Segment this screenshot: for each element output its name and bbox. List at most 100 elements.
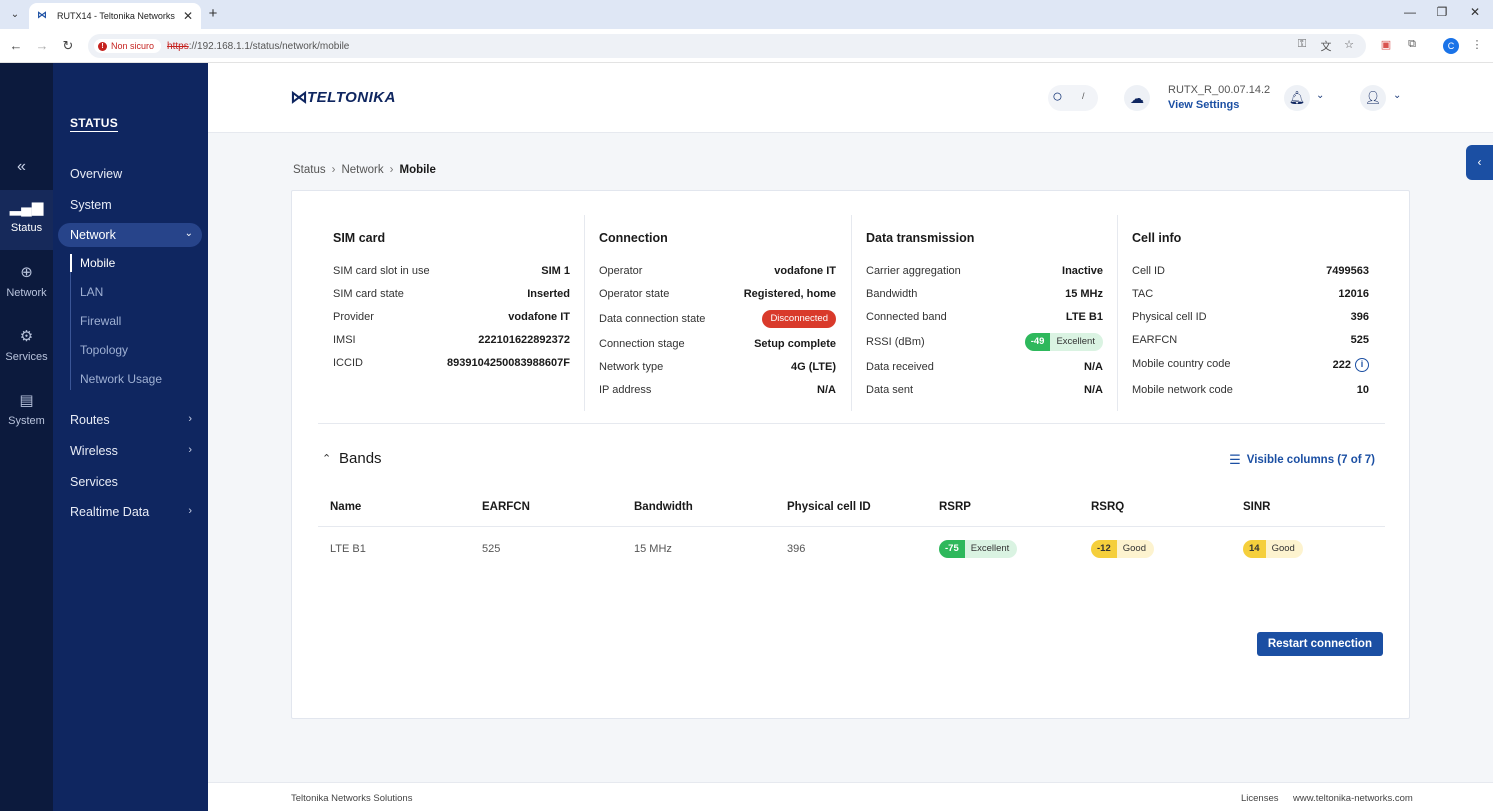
table-row: LTE B1 525 15 MHz 396 -75 Excellent -12 Go… — [318, 527, 1385, 571]
bookmark-star-icon[interactable]: ☆ — [1344, 39, 1354, 51]
column-header-pci[interactable]: Physical cell ID — [787, 501, 871, 513]
subnav-item-lan[interactable]: LAN — [80, 285, 104, 299]
column-header-rsrq[interactable]: RSRQ — [1091, 501, 1125, 513]
icon-rail: « ▂▄▆ Status ⊕ Network ⚙ Services ▤ Syst… — [0, 63, 53, 811]
collapse-bands-chevron-up-icon[interactable]: ⌃ — [322, 453, 332, 465]
sidebar-item-services[interactable]: Services — [70, 475, 118, 489]
footer: Teltonika Networks Solutions Licenses ww… — [208, 782, 1493, 811]
new-tab-icon[interactable]: + — [208, 5, 218, 22]
chevron-right-icon: › — [188, 505, 192, 517]
section-divider — [318, 423, 1385, 424]
info-key: ICCID — [333, 357, 363, 369]
chevron-down-icon[interactable]: ⌄ — [1316, 90, 1325, 101]
info-key: IMSI — [333, 334, 356, 346]
info-value: LTE B1 — [1065, 311, 1103, 323]
back-icon[interactable]: ← — [9, 38, 23, 53]
info-key: TAC — [1132, 288, 1154, 300]
info-icon[interactable]: i — [1355, 358, 1369, 372]
sidebar-item-routes[interactable]: Routes › — [70, 413, 200, 427]
browser-menu-icon[interactable]: ⋮ — [1471, 39, 1483, 51]
collapse-sidebar-icon[interactable]: « — [17, 158, 26, 175]
browser-tab-bar: ⌄ ⋈ RUTX14 - Teltonika Networks ✕ + — ❐ … — [0, 0, 1493, 29]
info-key: Mobile country code — [1132, 358, 1231, 370]
restore-icon[interactable]: ❐ — [1436, 5, 1448, 19]
sidebar-item-system[interactable]: System — [70, 198, 112, 212]
subnav-item-topology[interactable]: Topology — [80, 343, 129, 357]
reload-icon[interactable]: ↻ — [62, 38, 74, 53]
subnav-item-network-usage[interactable]: Network Usage — [80, 372, 163, 386]
website-link[interactable]: www.teltonika-networks.com — [1293, 793, 1413, 804]
info-key: SIM card slot in use — [333, 265, 430, 277]
cell-rsrq: -12 Good — [1091, 540, 1154, 558]
view-settings-link[interactable]: View Settings — [1168, 99, 1240, 111]
info-value: 4G (LTE) — [790, 361, 836, 373]
info-key: SIM card state — [333, 288, 404, 300]
bands-title[interactable]: Bands — [339, 450, 382, 467]
security-indicator[interactable]: ! Non sicuro — [94, 39, 162, 53]
breadcrumb-status[interactable]: Status — [293, 164, 326, 176]
quality-value: -12 — [1091, 540, 1117, 558]
teltonika-logo[interactable]: ⋈ TELTONIKA — [290, 87, 396, 108]
subnav-item-mobile[interactable]: Mobile — [80, 256, 116, 270]
chevron-right-icon: › — [331, 164, 336, 176]
info-key: Data connection state — [599, 313, 706, 325]
key-icon[interactable]: ⚿ — [1297, 38, 1307, 50]
chevron-right-icon: › — [188, 444, 192, 456]
forward-icon[interactable]: → — [35, 38, 49, 53]
open-panel-chevron-left-icon[interactable]: ‹ — [1466, 145, 1493, 180]
user-settings-icon[interactable]: 👤︎ — [1360, 85, 1386, 111]
column-header-name[interactable]: Name — [330, 501, 362, 513]
info-key: Connection stage — [599, 338, 685, 350]
rail-item-network[interactable]: ⊕ Network — [0, 255, 53, 315]
info-key: RSSI (dBm) — [866, 336, 925, 348]
breadcrumb-network[interactable]: Network — [341, 164, 384, 176]
info-value: 15 MHz — [1065, 288, 1103, 300]
search-button[interactable]: ○ / — [1048, 85, 1098, 111]
pdf-extension-icon[interactable]: ▣ — [1380, 39, 1392, 51]
licenses-link[interactable]: Licenses — [1241, 793, 1279, 804]
visible-columns-button[interactable]: ☰ Visible columns (7 of 7) — [1229, 452, 1375, 468]
sidebar-item-realtime-data[interactable]: Realtime Data › — [70, 505, 200, 519]
translate-icon[interactable]: 文 — [1320, 41, 1332, 53]
info-value: Registered, home — [743, 288, 836, 300]
profile-avatar[interactable]: C — [1443, 38, 1459, 54]
info-value: Inserted — [527, 288, 570, 300]
info-value: 12016 — [1338, 288, 1369, 300]
column-header-sinr[interactable]: SINR — [1243, 501, 1271, 513]
info-value: 396 — [1350, 311, 1369, 323]
column-header-earfcn[interactable]: EARFCN — [482, 501, 530, 513]
info-key: Connected band — [866, 311, 947, 323]
info-key: Bandwidth — [866, 288, 918, 300]
cell-bandwidth: 15 MHz — [634, 543, 672, 555]
column-header-rsrp[interactable]: RSRP — [939, 501, 971, 513]
active-indicator — [70, 254, 72, 272]
quality-label: Excellent — [964, 540, 1018, 558]
visible-columns-label: Visible columns (7 of 7) — [1246, 454, 1375, 466]
bell-icon[interactable]: 🔔︎ — [1284, 85, 1310, 111]
firmware-version: RUTX_R_00.07.14.2 — [1168, 84, 1271, 96]
restart-connection-button[interactable]: Restart connection — [1256, 632, 1383, 656]
info-key: Network type — [599, 361, 664, 373]
mobile-status-card: SIM card SIM card slot in use SIM 1 SIM c… — [291, 190, 1410, 719]
chevron-down-icon[interactable]: ⌄ — [1393, 90, 1402, 101]
info-key: Carrier aggregation — [866, 265, 961, 277]
rail-item-system[interactable]: ▤ System — [0, 383, 53, 443]
column-header-bandwidth[interactable]: Bandwidth — [634, 501, 693, 513]
cell-info-section: Cell info Cell ID 7499563 TAC 12016 Physic… — [1132, 215, 1388, 411]
mcc-value: 222 — [1332, 358, 1351, 371]
rail-item-status[interactable]: ▂▄▆ Status — [0, 190, 53, 250]
close-window-icon[interactable]: ✕ — [1469, 5, 1481, 19]
minimize-icon[interactable]: — — [1404, 5, 1416, 19]
rail-item-services[interactable]: ⚙ Services — [0, 319, 53, 379]
subnav-item-firewall[interactable]: Firewall — [80, 314, 122, 328]
close-tab-icon[interactable]: ✕ — [182, 9, 193, 23]
column-divider — [851, 215, 852, 411]
sidebar-item-wireless[interactable]: Wireless › — [70, 444, 200, 458]
browser-tab[interactable]: ⋈ RUTX14 - Teltonika Networks ✕ — [29, 3, 201, 29]
url-field[interactable]: ! Non sicuro https://192.168.1.1/status/… — [88, 34, 1366, 58]
extensions-icon[interactable]: ⧉ — [1408, 38, 1416, 50]
tab-search-icon[interactable]: ⌄ — [10, 9, 20, 20]
sidebar-item-overview[interactable]: Overview — [70, 167, 123, 181]
sidebar-item-network[interactable]: Network ⌄ — [58, 223, 202, 247]
cloud-upload-icon[interactable]: ☁ — [1124, 85, 1150, 111]
